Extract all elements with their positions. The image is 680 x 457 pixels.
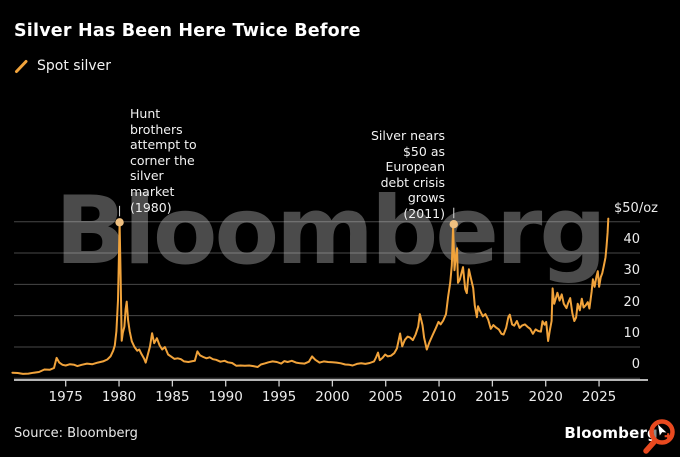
y-axis-label: 10: [623, 326, 640, 341]
source-note: Source: Bloomberg: [14, 426, 138, 441]
bloomberg-logo: Bloomberg: [564, 424, 658, 442]
x-axis-label: 1975: [48, 389, 83, 405]
zoom-magnifier-icon[interactable]: [638, 415, 680, 457]
x-axis-label: 2020: [528, 389, 563, 405]
x-axis-label: 1995: [261, 389, 297, 405]
y-axis-label: $50/oz: [614, 200, 658, 216]
y-axis-label: 40: [623, 232, 640, 247]
spot-silver-price-line: [11, 217, 610, 375]
y-axis-label: 30: [623, 263, 640, 279]
x-axis-label: 1980: [101, 389, 137, 405]
legend: Spot silver: [14, 58, 111, 74]
y-axis-label: 20: [623, 294, 640, 310]
legend-label: Spot silver: [37, 58, 112, 74]
bloomberg-watermark: Bloomberg: [55, 177, 607, 286]
annotation-hunt-brothers-1980: Hunt brothers attempt to corner the silv…: [130, 106, 197, 215]
annotation-euro-debt-crisis-2011: Silver nears $50 as European debt crisis…: [370, 128, 445, 221]
spot-silver-slash-icon: [15, 59, 28, 73]
hunt-brothers-peak-1980-dot: [115, 218, 124, 227]
x-axis-label: 2000: [315, 389, 350, 405]
x-axis-label: 2025: [581, 389, 617, 405]
euro-crisis-peak-2011-dot: [449, 220, 458, 229]
x-axis-label: 1985: [155, 389, 190, 405]
y-axis-label: 0: [631, 357, 640, 373]
x-axis-label: 2015: [475, 389, 510, 405]
chart-title: Silver Has Been Here Twice Before: [14, 21, 361, 41]
x-axis-label: 2010: [421, 389, 457, 405]
x-axis-label: 1990: [208, 389, 243, 405]
x-axis-label: 2005: [368, 389, 403, 405]
